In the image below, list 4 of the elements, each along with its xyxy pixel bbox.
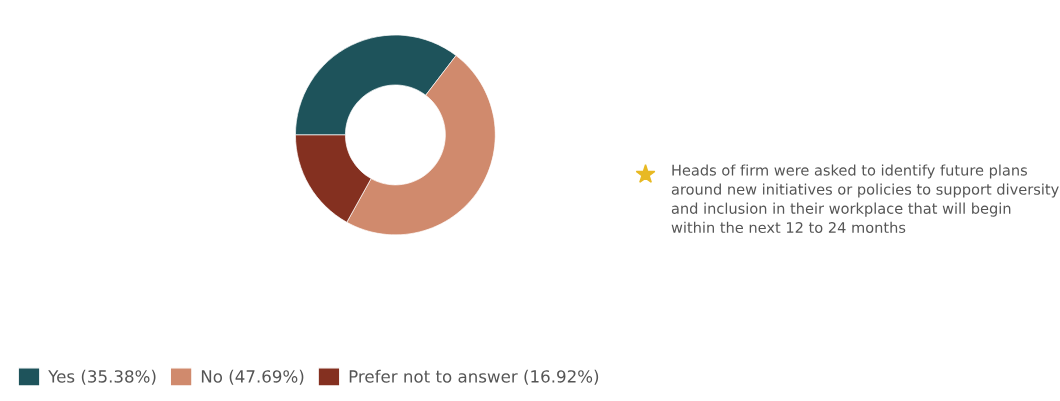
legend-label: No (47.69%) bbox=[201, 369, 304, 385]
text: Heads of firm were asked to identify future plans around new initiatives or policies to support diversity and inclusion in their workplace that will begin within the next 12 to 24 months bbox=[671, 164, 1059, 233]
legend-label: Prefer not to answer (16.92%) bbox=[349, 369, 599, 385]
legend-label: Yes (35.38%) bbox=[48, 369, 156, 385]
